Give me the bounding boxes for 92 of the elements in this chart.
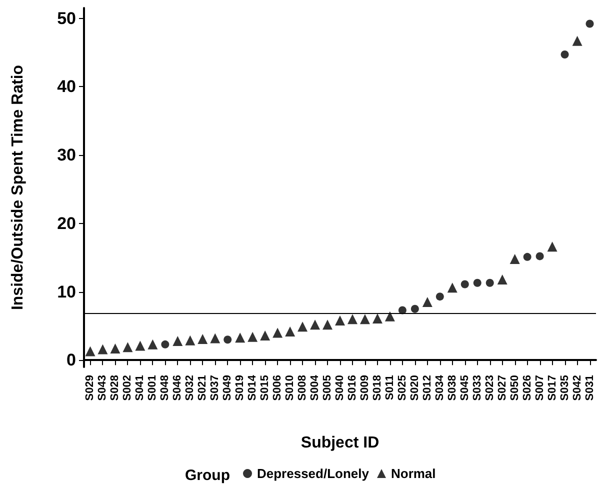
x-tick-label: S029 — [84, 375, 96, 401]
x-tick-label: S016 — [346, 375, 358, 401]
point — [486, 278, 494, 287]
point — [224, 336, 232, 344]
y-tick-label: 10 — [57, 282, 76, 302]
x-tick-label: S034 — [434, 374, 446, 401]
point — [536, 252, 544, 260]
point — [298, 322, 308, 332]
x-tick-label: S031 — [584, 375, 596, 401]
point — [185, 335, 196, 346]
x-tick-label: S033 — [471, 375, 484, 401]
point — [248, 332, 258, 342]
point — [110, 344, 120, 354]
point — [85, 346, 96, 356]
point — [460, 280, 469, 288]
point — [272, 328, 283, 338]
point — [161, 340, 170, 348]
x-axis-title: Subject ID — [300, 434, 380, 452]
point — [310, 320, 320, 330]
point — [335, 316, 345, 326]
y-tick-label: 50 — [57, 8, 76, 28]
point — [98, 344, 108, 354]
x-tick-label: S018 — [371, 375, 384, 401]
x-tick-label: S049 — [222, 375, 234, 401]
point — [135, 340, 146, 351]
x-tick-label: S005 — [322, 375, 334, 401]
point — [473, 278, 482, 287]
x-tick-label: S046 — [172, 375, 184, 401]
point — [586, 20, 594, 28]
point — [447, 282, 458, 293]
point — [148, 339, 158, 350]
legend-label: Depressed/Lonely — [257, 466, 370, 481]
x-tick-label: S004 — [309, 374, 322, 401]
x-tick-label: S050 — [508, 375, 521, 401]
x-tick-label: S002 — [122, 375, 134, 401]
point — [260, 330, 270, 341]
x-tick-label: S015 — [259, 375, 272, 401]
x-tick-label: S028 — [109, 375, 122, 401]
point — [436, 292, 444, 301]
legend-title: Group — [185, 467, 230, 484]
y-tick-label: 0 — [66, 350, 76, 370]
point — [210, 333, 220, 344]
point — [560, 50, 569, 58]
point — [547, 242, 558, 252]
x-tick-label: S041 — [134, 375, 146, 401]
point — [360, 314, 370, 324]
x-tick-label: S048 — [159, 375, 172, 401]
x-tick-label: S006 — [272, 375, 284, 401]
x-tick-label: S037 — [209, 375, 222, 401]
x-tick-label: S007 — [534, 375, 546, 401]
point — [347, 314, 358, 324]
x-tick-label: S011 — [384, 375, 396, 400]
x-tick-label: S043 — [96, 375, 109, 401]
point — [384, 311, 395, 322]
y-axis-title: Inside/Outside Spent Time Ratio — [10, 64, 26, 310]
y-tick-label: 30 — [57, 146, 76, 165]
x-tick-label: S042 — [571, 375, 584, 401]
y-tick-label: 20 — [57, 214, 76, 233]
point — [122, 342, 133, 352]
point — [410, 304, 419, 313]
x-tick-label: S038 — [446, 375, 458, 401]
x-tick-label: S009 — [358, 375, 371, 401]
x-tick-label: S040 — [334, 375, 346, 401]
x-tick-label: S001 — [146, 375, 159, 401]
point — [235, 332, 246, 343]
x-tick-label: S032 — [184, 375, 196, 401]
x-tick-label: S021 — [196, 375, 209, 401]
x-tick-label: S008 — [296, 375, 309, 401]
x-tick-label: S035 — [558, 375, 571, 401]
point — [285, 326, 296, 336]
point — [422, 297, 432, 308]
point — [572, 36, 582, 46]
x-tick-label: S019 — [234, 375, 246, 401]
point — [523, 252, 532, 261]
x-tick-label: S023 — [484, 375, 496, 401]
x-tick-label: S020 — [408, 375, 421, 401]
legend-label: Normal — [390, 466, 436, 481]
x-tick-label: S017 — [546, 375, 558, 401]
x-tick-label: S012 — [421, 375, 434, 401]
point — [372, 313, 382, 324]
point — [497, 274, 508, 284]
x-tick-label: S014 — [246, 374, 259, 401]
point — [172, 336, 183, 346]
x-tick-label: S026 — [521, 375, 534, 401]
x-tick-label: S025 — [396, 375, 408, 401]
point — [198, 334, 208, 344]
y-tick-label: 40 — [57, 77, 76, 96]
x-tick-label: S027 — [496, 375, 508, 401]
x-tick-label: S010 — [284, 375, 296, 401]
point — [322, 320, 333, 330]
point — [510, 254, 520, 264]
x-tick-label: S045 — [458, 375, 471, 401]
